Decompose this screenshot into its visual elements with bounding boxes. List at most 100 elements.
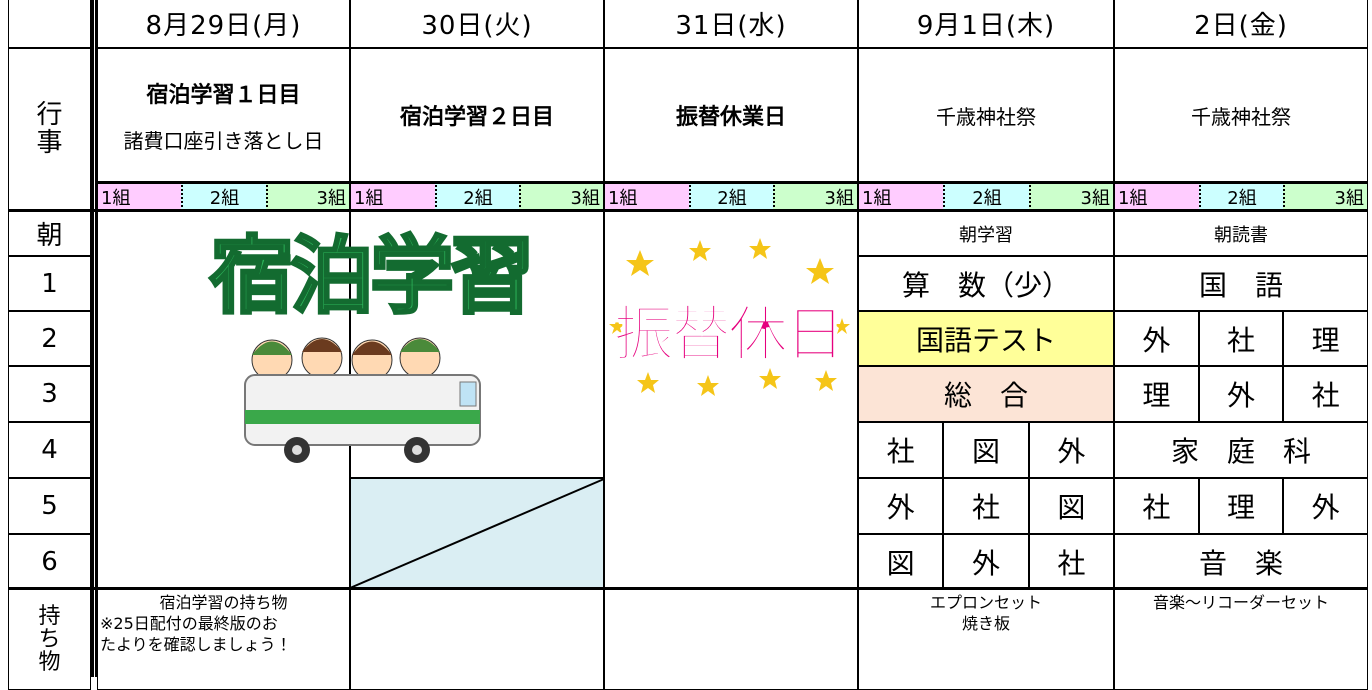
period-label: 2 xyxy=(41,323,58,354)
period-label-cell: 6 xyxy=(8,534,91,589)
lesson-text: 社 xyxy=(1311,379,1340,412)
class-group: 3組 xyxy=(773,182,858,211)
day-label: 9月1日(木) xyxy=(916,10,1056,41)
class-group: 1組 xyxy=(604,182,689,211)
class-group: 3組 xyxy=(265,182,350,211)
event-text: 宿泊学習１日目 xyxy=(146,82,301,108)
class-group-label: 2組 xyxy=(717,188,747,209)
event-cell: 宿泊学習２日目 xyxy=(350,48,604,182)
lesson-text: 外 xyxy=(1311,491,1340,524)
class-group: 3組 xyxy=(1028,182,1114,211)
class-group-label: 2組 xyxy=(209,188,240,209)
lesson-text: 算 数（少） xyxy=(901,268,1070,302)
lesson-text: 音 楽 xyxy=(1198,546,1283,580)
lesson-text: 外 xyxy=(1142,323,1171,357)
items-cell: 宿泊学習の持ち物 ※25日配付の最終版のお たよりを確認しましょう！ xyxy=(97,589,350,690)
lesson-cell: 社 xyxy=(1283,366,1368,422)
lesson-cell: 図 xyxy=(858,534,944,589)
lesson-cell: 社 xyxy=(1114,478,1199,534)
items-text: 宿泊学習の持ち物 xyxy=(159,593,288,612)
day-header: 31日(水) xyxy=(604,0,858,48)
class-group: 2組 xyxy=(434,182,520,211)
period-label-cell: 2 xyxy=(8,311,91,366)
lesson-cell: 外 xyxy=(1114,311,1199,366)
lesson-cell: 理 xyxy=(1283,311,1368,366)
items-cell: エプロンセット 焼き板 xyxy=(858,589,1114,690)
class-group: 3組 xyxy=(1283,182,1368,211)
class-group-label: 3組 xyxy=(824,188,854,209)
lesson-cell: 国 語 xyxy=(1114,256,1368,311)
lesson-text: 家 庭 科 xyxy=(1170,435,1311,468)
lesson-text: 国 語 xyxy=(1198,268,1283,302)
period-label: 6 xyxy=(41,546,58,577)
lesson-text: 図 xyxy=(886,546,915,580)
lesson-text: 図 xyxy=(1057,491,1086,524)
lesson-text: 国語テスト xyxy=(915,323,1056,357)
class-group: 1組 xyxy=(858,182,944,211)
day-header: 30日(火) xyxy=(350,0,604,48)
event-text: 千歳神社祭 xyxy=(936,104,1036,129)
day-label: 31日(水) xyxy=(675,10,787,41)
event-text: 諸費口座引き落とし日 xyxy=(123,128,324,153)
row-label-cell: 行事 xyxy=(8,48,91,211)
event-cell: 千歳神社祭 xyxy=(1114,48,1368,182)
lesson-cell: 外 xyxy=(943,534,1029,589)
class-group-label: 2組 xyxy=(463,188,493,209)
lesson-text: 外 xyxy=(1226,379,1255,412)
class-group-label: 1組 xyxy=(608,188,638,209)
lesson-text: 朝読書 xyxy=(1214,224,1268,246)
class-group-label: 1組 xyxy=(1118,188,1148,209)
items-text: ※25日配付の最終版のお xyxy=(100,614,278,633)
lesson-text: 外 xyxy=(886,491,915,524)
double-rule xyxy=(8,587,1368,590)
tuesday-blank xyxy=(350,478,604,589)
class-group-label: 1組 xyxy=(101,188,131,209)
row-label: 持ち物 xyxy=(38,603,61,676)
event-text: 千歳神社祭 xyxy=(1191,104,1291,129)
items-cell xyxy=(350,589,604,690)
class-group: 1組 xyxy=(97,182,182,211)
lesson-cell: 朝読書 xyxy=(1114,211,1368,256)
lesson-cell: 図 xyxy=(1028,478,1114,534)
items-text: 音楽～リコーダーセット xyxy=(1152,593,1329,612)
lesson-text: 外 xyxy=(971,546,1000,580)
period-label: 5 xyxy=(41,491,58,521)
items-cell: 音楽～リコーダーセット xyxy=(1114,589,1368,690)
lesson-cell: 音 楽 xyxy=(1114,534,1368,589)
day-header: 2日(金) xyxy=(1114,0,1368,48)
lesson-cell: 社 xyxy=(943,478,1029,534)
wednesday-block xyxy=(604,211,858,589)
lesson-cell: 社 xyxy=(1198,311,1284,366)
double-rule xyxy=(95,0,97,677)
monday-block xyxy=(97,211,350,589)
lesson-cell: 家 庭 科 xyxy=(1114,422,1368,478)
double-rule xyxy=(91,0,94,677)
period-label: 4 xyxy=(41,435,58,465)
class-group-label: 1組 xyxy=(862,188,892,209)
class-group: 1組 xyxy=(350,182,435,211)
lesson-cell: 朝学習 xyxy=(858,211,1114,256)
tuesday-block xyxy=(350,211,604,478)
lesson-text: 理 xyxy=(1311,323,1340,357)
lesson-cell: 理 xyxy=(1198,478,1284,534)
lesson-cell: 理 xyxy=(1114,366,1199,422)
period-label-cell: 1 xyxy=(8,256,91,311)
items-text: たよりを確認しましょう！ xyxy=(100,635,292,654)
lesson-text: 社 xyxy=(1057,546,1086,580)
class-group: 2組 xyxy=(1198,182,1284,211)
class-group-label: 1組 xyxy=(354,188,384,209)
period-label: 1 xyxy=(41,268,58,299)
lesson-text: 総 合 xyxy=(943,379,1028,412)
period-label-cell: 3 xyxy=(8,366,91,422)
lesson-cell: 外 xyxy=(1198,366,1284,422)
event-cell: 振替休業日 xyxy=(604,48,858,182)
class-group-label: 3組 xyxy=(1334,188,1364,209)
day-label: 2日(金) xyxy=(1194,10,1288,41)
items-cell xyxy=(604,589,858,690)
lesson-cell: 図 xyxy=(943,422,1029,478)
class-group-label: 2組 xyxy=(972,188,1002,209)
class-group: 2組 xyxy=(688,182,774,211)
class-group-label: 3組 xyxy=(1080,188,1110,209)
period-label-cell: 朝 xyxy=(8,211,91,256)
